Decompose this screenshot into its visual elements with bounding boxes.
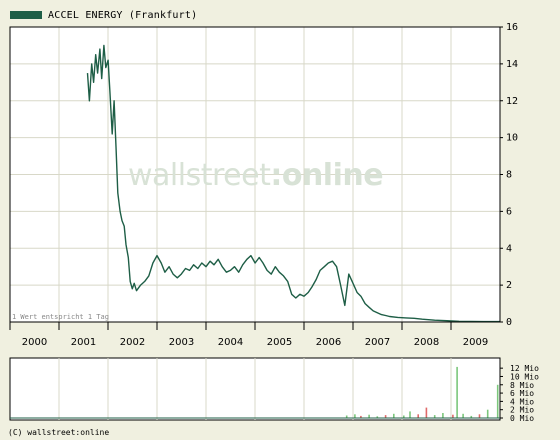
watermark-part1: wallstreet	[128, 158, 271, 193]
watermark-part2: :online	[270, 158, 384, 193]
x-tick-label: 2005	[267, 337, 292, 345]
volume-bar	[417, 414, 419, 418]
legend-label: ACCEL ENERGY (Frankfurt)	[48, 9, 198, 21]
y-tick-label: 8	[506, 170, 512, 181]
volume-y-tick-label: 4 Mio	[510, 397, 534, 406]
volume-plot-area	[9, 357, 501, 421]
volume-bar	[462, 413, 464, 418]
volume-bar	[456, 366, 458, 418]
volume-bar	[354, 414, 356, 418]
volume-bar	[452, 414, 454, 418]
watermark: wallstreet:online	[128, 158, 384, 193]
volume-y-tick-label: 12 Mio	[510, 364, 539, 373]
volume-bar	[425, 407, 428, 418]
x-tick-label: 2002	[120, 337, 145, 345]
volume-bar	[345, 415, 348, 418]
volume-bar	[442, 413, 444, 418]
x-tick-label: 2009	[463, 337, 488, 345]
x-tick-label: 2003	[169, 337, 194, 345]
x-tick-label: 2001	[71, 337, 96, 345]
volume-y-tick-label: 10 Mio	[510, 372, 539, 381]
price-chart: 0 2 4 6 8 10 12 14 16 2000 2001 2002 2003 2004 2005 200…	[9, 22, 518, 345]
x-tick-label: 2006	[316, 337, 341, 345]
resolution-note: 1 Wert entspricht 1 Tag	[12, 313, 109, 321]
x-tick-label: 2007	[365, 337, 390, 345]
volume-bar	[470, 415, 473, 418]
y-tick-label: 14	[506, 59, 518, 70]
y-tick-label: 6	[506, 206, 512, 217]
y-tick-label: 2	[506, 280, 512, 291]
volume-bar	[409, 411, 411, 418]
volume-y-tick-label: 8 Mio	[510, 381, 534, 390]
y-tick-label: 0	[506, 317, 512, 328]
volume-bar	[376, 416, 379, 418]
plot-border	[9, 26, 501, 323]
volume-bar	[368, 414, 370, 418]
copyright: (C) wallstreet:online	[8, 428, 110, 437]
legend-swatch	[10, 11, 42, 19]
chart-legend: ACCEL ENERGY (Frankfurt)	[10, 8, 197, 22]
volume-bar	[496, 384, 499, 418]
y-tick-label: 10	[506, 133, 518, 144]
volume-y-tick-label: 2 Mio	[510, 406, 534, 415]
y-tick-label: 16	[506, 22, 518, 33]
price-series-line	[86, 44, 500, 323]
y-tick-label: 4	[506, 243, 512, 254]
volume-bar	[360, 415, 362, 418]
x-tick-label: 2000	[22, 337, 47, 345]
volume-y-tick-label: 6 Mio	[510, 389, 534, 398]
volume-bar	[486, 409, 489, 418]
y-tick-label: 12	[506, 96, 518, 107]
volume-bar	[384, 415, 387, 418]
x-tick-label: 2004	[218, 337, 243, 345]
volume-y-tick-label: 0 Mio	[510, 414, 534, 423]
volume-bar	[478, 414, 481, 418]
x-tick-label: 2008	[414, 337, 439, 345]
volume-bar	[393, 413, 395, 418]
volume-bar	[433, 415, 436, 418]
volume-bar	[403, 415, 405, 418]
